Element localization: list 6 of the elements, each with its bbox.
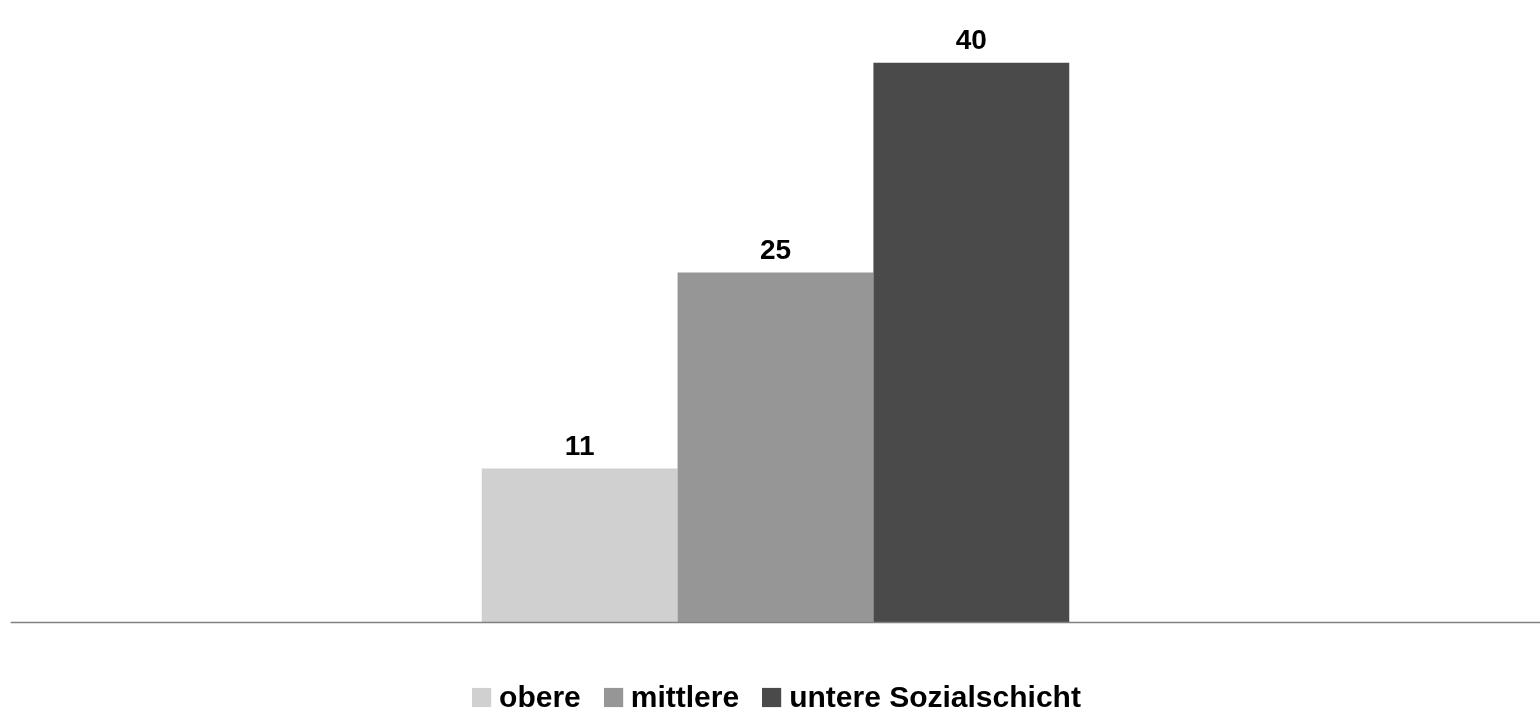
legend-label: mittlere bbox=[630, 680, 740, 714]
data-label: 25 bbox=[759, 233, 792, 265]
data-label: 40 bbox=[955, 23, 987, 55]
legend-label: obere bbox=[499, 680, 581, 714]
data-label: 11 bbox=[564, 429, 595, 461]
legend-label: untere Sozialschicht bbox=[789, 680, 1081, 714]
